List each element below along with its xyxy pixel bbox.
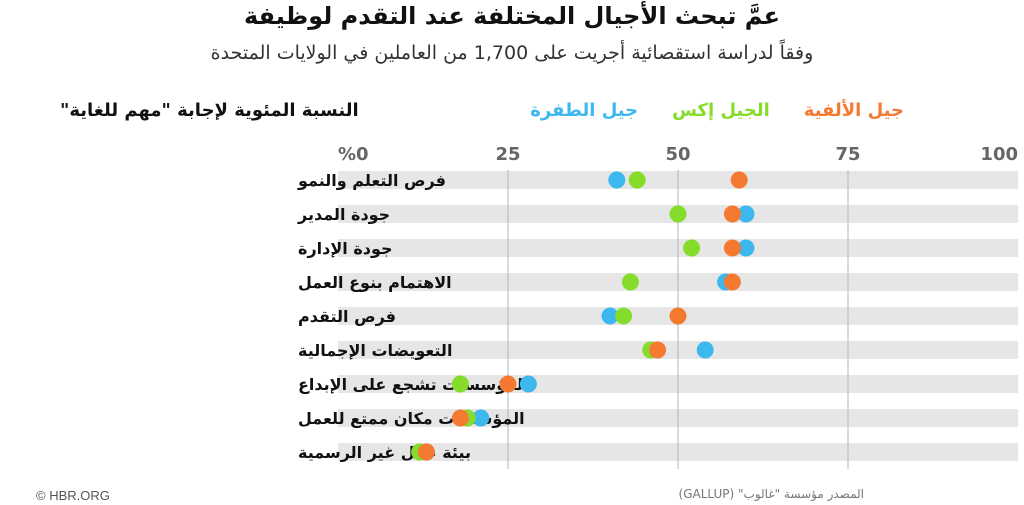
dot-genx <box>669 205 687 223</box>
row-label: بيئة عمل غير الرسمية <box>298 443 471 462</box>
dot-millennials <box>499 375 517 393</box>
legend-millennials: جيل الألفية <box>803 100 904 121</box>
dot-genx <box>621 273 639 291</box>
dot-millennials <box>451 409 469 427</box>
row-label: المؤسسات تشجع على الإبداع <box>298 375 529 394</box>
row-label: جودة المدير <box>297 205 390 224</box>
dot-millennials <box>417 443 435 461</box>
x-tick-label: %0 <box>338 144 369 165</box>
dot-millennials <box>669 307 687 325</box>
row-label: فرص التقدم <box>298 307 396 326</box>
dot-boomers <box>696 341 714 359</box>
dot-boomers <box>519 375 537 393</box>
x-tick-label: 50 <box>665 144 690 165</box>
legend-genx: الجيل إكس <box>672 100 770 121</box>
x-tick-labels: %0 25 50 75 100 <box>338 144 1018 165</box>
dot-boomers <box>737 205 755 223</box>
dot-genx <box>683 239 701 257</box>
x-tick-label: 75 <box>835 144 860 165</box>
row-label: الاهتمام بنوع العمل <box>298 273 452 292</box>
dot-millennials <box>730 171 748 189</box>
legend: جيل الألفية الجيل إكس جيل الطفرة <box>500 100 904 121</box>
x-tick-label: 25 <box>495 144 520 165</box>
row-label: التعويضات الإجمالية <box>298 341 452 360</box>
dot-boomers <box>601 307 619 325</box>
row-label: جودة الإدارة <box>298 239 393 258</box>
x-axis-title: النسبة المئوية لإجابة "مهم للغاية" <box>60 100 359 121</box>
dot-genx <box>451 375 469 393</box>
dot-millennials <box>723 273 741 291</box>
source-note: المصدر مؤسسة "غالوب" (GALLUP) <box>678 487 865 501</box>
legend-boomers: جيل الطفرة <box>530 100 639 121</box>
row-label: المؤسسات مكان ممتع للعمل <box>298 409 525 428</box>
dot-genx <box>615 307 633 325</box>
dot-boomers <box>472 409 490 427</box>
dot-millennials <box>649 341 667 359</box>
chart-title: عمَّ تبحث الأجيال المختلفة عند التقدم لو… <box>243 2 781 30</box>
dot-boomers <box>608 171 626 189</box>
dot-millennials <box>723 205 741 223</box>
dot-boomers <box>737 239 755 257</box>
dot-genx <box>628 171 646 189</box>
dot-millennials <box>723 239 741 257</box>
row-label: فرص التعلم والنمو <box>297 171 446 190</box>
x-tick-label: 100 <box>980 144 1018 165</box>
copyright: © HBR.ORG <box>36 488 110 503</box>
chart-subtitle: وفقاً لدراسة استقصائية أجريت على 1,700 م… <box>210 42 814 64</box>
data-points <box>411 171 755 461</box>
